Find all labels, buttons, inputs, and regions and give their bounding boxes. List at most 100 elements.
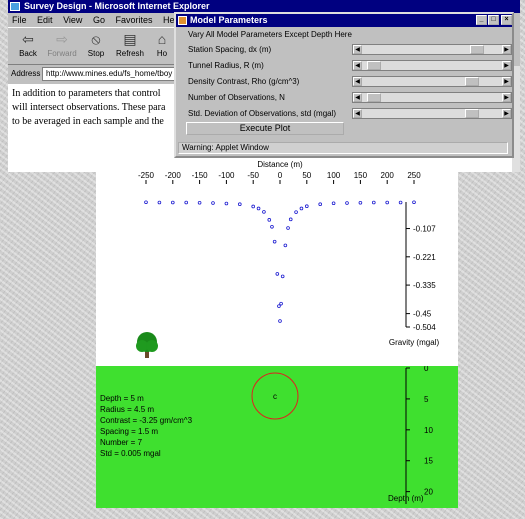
info-depth: Depth = 5 m	[100, 394, 144, 403]
radius-slider[interactable]: ◀ ▶	[352, 60, 512, 71]
depth-cross-section: 0 5 10 15 20 c Depth = 5 m Radius = 4.5 m Co…	[96, 366, 458, 508]
body-text-line: will intersect observations. These para	[12, 102, 166, 113]
data-point	[157, 200, 162, 205]
refresh-icon: ▤	[123, 31, 137, 47]
execute-plot-button[interactable]: Execute Plot	[186, 122, 344, 135]
spacing-slider[interactable]: ◀ ▶	[352, 44, 512, 55]
slider-thumb[interactable]	[465, 77, 480, 86]
maximize-button[interactable]: □	[488, 15, 499, 25]
y-axis-label: Gravity (mgal)	[389, 338, 440, 347]
tunnel-center-marker: c	[273, 392, 277, 401]
scroll-right-icon[interactable]: ▶	[502, 45, 511, 54]
scroll-right-icon[interactable]: ▶	[502, 77, 511, 86]
vary-label: Vary All Model Parameters Except Depth H…	[188, 30, 352, 39]
scroll-right-icon[interactable]: ▶	[502, 109, 511, 118]
stop-button[interactable]: ⦸ Stop	[80, 31, 112, 63]
ie-logo-icon	[10, 2, 20, 11]
depth-tick-label: 10	[424, 426, 433, 435]
back-button[interactable]: ⇦ Back	[12, 31, 44, 63]
data-point	[358, 200, 363, 205]
stop-icon: ⦸	[91, 31, 101, 47]
x-axis-label: Distance (m)	[257, 160, 303, 169]
page-scrollbar[interactable]	[512, 66, 520, 172]
slider-thumb[interactable]	[367, 61, 382, 70]
forward-button[interactable]: ⇨ Forward	[46, 31, 78, 63]
menu-help[interactable]: Help	[163, 15, 182, 25]
data-point	[318, 202, 323, 207]
data-point	[294, 210, 298, 214]
std-slider[interactable]: ◀ ▶	[352, 108, 512, 119]
data-point	[272, 239, 277, 244]
browser-titlebar[interactable]: Survey Design - Microsoft Internet Explo…	[8, 0, 520, 13]
x-tick-label: 200	[381, 171, 395, 180]
y-tick-label: -0.504	[413, 323, 436, 332]
address-input[interactable]: http://www.mines.edu/fs_home/tboy	[42, 67, 180, 81]
forward-arrow-icon: ⇨	[56, 31, 68, 47]
depth-tick-label: 0	[424, 366, 429, 373]
depth-tick-label: 15	[424, 457, 433, 466]
data-point	[385, 200, 390, 205]
info-radius: Radius = 4.5 m	[100, 405, 155, 414]
y-tick-label: -0.45	[413, 310, 432, 319]
data-point	[283, 243, 288, 248]
x-tick-label: -250	[138, 171, 155, 180]
browser-title: Survey Design - Microsoft Internet Explo…	[24, 1, 210, 11]
minimize-button[interactable]: _	[476, 15, 487, 25]
slider-thumb[interactable]	[470, 45, 485, 54]
data-point	[345, 201, 349, 205]
gravity-plot-svg: -250 -200 -150 -100 -50 0 50 100 150 200 250 -0.10…	[136, 160, 440, 358]
data-point	[412, 200, 416, 205]
scroll-left-icon[interactable]: ◀	[353, 45, 362, 54]
params-titlebar[interactable]: Model Parameters _ □ ×	[176, 14, 512, 27]
body-text-line: In addition to parameters that control	[12, 88, 161, 99]
info-std: Std = 0.005 mgal	[100, 449, 161, 458]
model-parameters-window: Model Parameters _ □ × Vary All Model Pa…	[174, 12, 514, 158]
depth-tick-label: 5	[424, 395, 429, 404]
forward-label: Forward	[47, 49, 77, 58]
info-spacing: Spacing = 1.5 m	[100, 427, 159, 436]
scroll-left-icon[interactable]: ◀	[353, 61, 362, 70]
applet-warning-status: Warning: Applet Window	[178, 142, 508, 154]
refresh-button[interactable]: ▤ Refresh	[114, 31, 146, 63]
scroll-right-icon[interactable]: ▶	[502, 93, 511, 102]
x-tick-label: -200	[165, 171, 182, 180]
param-row-radius: Tunnel Radius, R (m) ◀ ▶	[176, 58, 512, 72]
x-tick-label: 100	[327, 171, 341, 180]
scroll-left-icon[interactable]: ◀	[353, 77, 362, 86]
x-tick-label: -150	[192, 171, 209, 180]
scroll-right-icon[interactable]: ▶	[502, 61, 511, 70]
menu-file[interactable]: File	[12, 15, 27, 25]
menu-go[interactable]: Go	[92, 15, 105, 25]
x-tick-label: -50	[247, 171, 259, 180]
density-slider[interactable]: ◀ ▶	[352, 76, 512, 87]
scroll-left-icon[interactable]: ◀	[353, 109, 362, 118]
scroll-left-icon[interactable]: ◀	[353, 93, 362, 102]
body-text-line: to be averaged in each sample and the	[12, 116, 164, 127]
tunnel-circle	[251, 372, 299, 420]
data-point	[267, 218, 272, 222]
data-point	[238, 202, 242, 207]
y-tick-label: -0.221	[413, 253, 436, 262]
java-applet-icon	[178, 16, 187, 25]
data-point	[184, 200, 188, 205]
data-point	[270, 225, 274, 229]
menu-view[interactable]: View	[63, 15, 83, 25]
close-button[interactable]: ×	[501, 15, 512, 25]
x-tick-label: 50	[302, 171, 311, 180]
x-tick-label: 150	[354, 171, 368, 180]
gravity-plot: -250 -200 -150 -100 -50 0 50 100 150 200 250 -0.10…	[96, 160, 458, 366]
data-point	[331, 201, 336, 206]
param-row-std: Std. Deviation of Observations, std (mga…	[176, 106, 512, 120]
depth-tick-label: 20	[424, 488, 433, 497]
menu-edit[interactable]: Edit	[37, 15, 53, 25]
slider-thumb[interactable]	[367, 93, 382, 102]
menu-favorites[interactable]: Favorites	[115, 15, 153, 25]
home-label: Ho	[156, 49, 168, 58]
observations-slider[interactable]: ◀ ▶	[352, 92, 512, 103]
data-point	[278, 319, 282, 323]
y-tick-label: -0.335	[413, 281, 436, 290]
home-button[interactable]: ⌂ Ho	[148, 31, 176, 63]
tree-icon	[136, 332, 158, 358]
slider-thumb[interactable]	[465, 109, 480, 118]
refresh-label: Refresh	[115, 49, 144, 58]
